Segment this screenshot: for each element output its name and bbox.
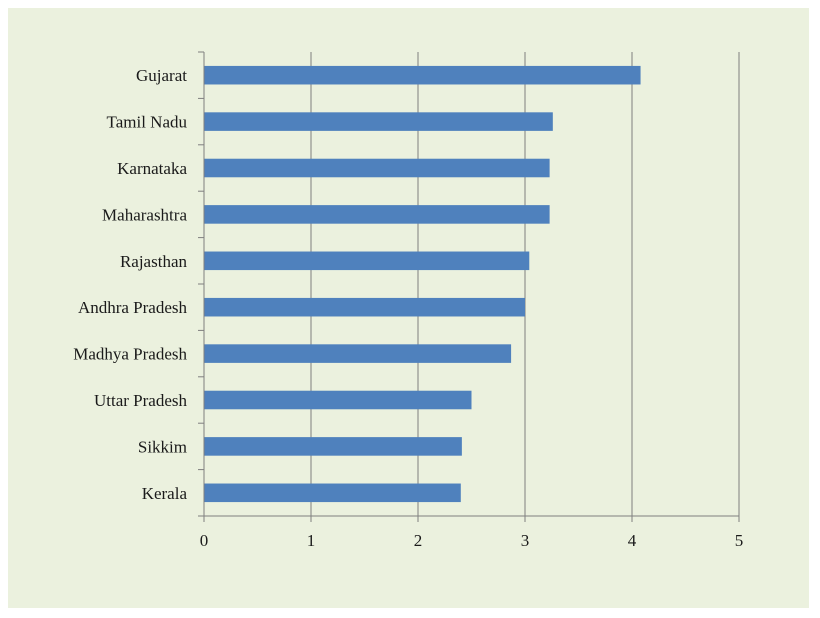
bar-rajasthan [204,251,530,271]
axes [198,51,740,522]
bar-madhya-pradesh [204,344,512,363]
bar-tamil-nadu [204,112,553,131]
category-label: Karnataka [117,159,187,178]
category-label: Madhya Pradesh [73,345,187,364]
x-tick-label: 5 [735,531,744,550]
x-tick-label: 0 [200,531,209,550]
category-label: Tamil Nadu [107,113,188,132]
bar-gujarat [204,65,641,85]
bars [204,65,641,503]
bar-kerala [204,483,461,503]
bar-uttar-pradesh [204,390,472,410]
category-label: Rajasthan [120,252,188,271]
x-tick-label: 4 [628,531,637,550]
x-tick-label: 2 [414,531,423,550]
category-label: Gujarat [136,66,187,85]
bar-sikkim [204,437,462,456]
x-tick-labels: 0 1 2 3 4 5 [200,531,744,550]
bar-maharashtra [204,205,550,224]
x-tick-label: 1 [307,531,316,550]
bar-karnataka [204,158,550,178]
category-label: Sikkim [138,437,187,456]
x-tick-label: 3 [521,531,530,550]
category-label: Kerala [142,484,188,503]
category-label: Maharashtra [102,205,187,224]
category-label: Andhra Pradesh [78,298,188,317]
category-labels: Gujarat Tamil Nadu Karnataka Maharashtra Raj… [73,66,187,503]
category-label: Uttar Pradesh [94,391,188,410]
bar-andhra-pradesh [204,297,525,317]
